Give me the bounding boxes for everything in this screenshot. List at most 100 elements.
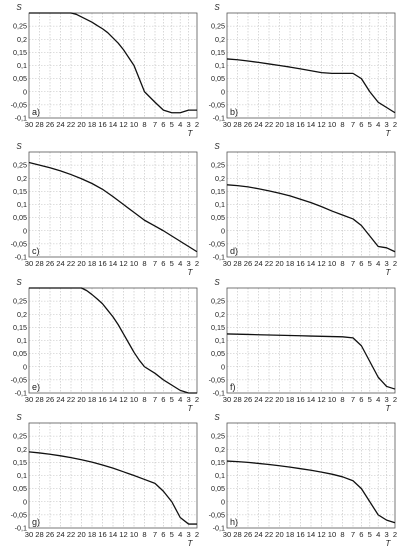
y-tick-label: -0,05 xyxy=(11,510,27,519)
x-tick-label: 18 xyxy=(286,259,294,268)
x-tick-label: 14 xyxy=(307,259,315,268)
x-tick-label: 18 xyxy=(286,395,294,404)
x-tick-label: 2 xyxy=(393,530,397,539)
x-tick-label: 14 xyxy=(109,395,117,404)
x-tick-label: 16 xyxy=(296,259,304,268)
y-tick-label: -0,05 xyxy=(209,239,225,248)
x-tick-label: 14 xyxy=(307,120,315,129)
x-tick-label: 7 xyxy=(153,120,157,129)
y-tick-label: -0,1 xyxy=(15,524,27,533)
x-tick-label: 7 xyxy=(351,530,355,539)
y-tick-label: 0,2 xyxy=(215,35,225,44)
plot-frame xyxy=(28,422,198,529)
x-tick-label: 28 xyxy=(233,259,241,268)
plot-frame xyxy=(28,151,198,258)
x-tick-label: 7 xyxy=(153,395,157,404)
y-tick-label: 0,2 xyxy=(215,310,225,319)
y-tick-label: 0,05 xyxy=(211,484,225,493)
series-line xyxy=(28,451,197,525)
x-tick-label: 3 xyxy=(384,259,388,268)
y-tick-label: 0,15 xyxy=(13,323,27,332)
x-tick-label: 7 xyxy=(351,395,355,404)
x-tick-label: 14 xyxy=(109,530,117,539)
y-tick-label: 0,1 xyxy=(17,200,27,209)
x-tick-label: 12 xyxy=(119,120,127,129)
y-tick-label: 0,15 xyxy=(13,187,27,196)
x-tick-label: 8 xyxy=(340,259,344,268)
x-tick-label: 18 xyxy=(88,120,96,129)
x-tick-label: 20 xyxy=(77,530,85,539)
x-tick-label: 18 xyxy=(88,530,96,539)
x-tick-label: 2 xyxy=(393,395,397,404)
x-tick-label: 20 xyxy=(77,395,85,404)
y-tick-label: 0,15 xyxy=(211,187,225,196)
y-tick-label: 0,15 xyxy=(13,48,27,57)
x-tick-label: 20 xyxy=(275,120,283,129)
panel-label: h) xyxy=(230,517,238,527)
x-tick-label: 22 xyxy=(67,395,75,404)
panel-label: c) xyxy=(32,246,40,256)
x-tick-label: 4 xyxy=(178,259,182,268)
y-tick-label: 0,05 xyxy=(13,74,27,83)
x-tick-label: 4 xyxy=(376,395,380,404)
y-tick-label: 0,15 xyxy=(211,48,225,57)
x-tick-label: 5 xyxy=(368,395,372,404)
series-line xyxy=(29,12,197,114)
x-tick-label: 28 xyxy=(35,530,43,539)
x-tick-label: 28 xyxy=(233,530,241,539)
y-tick-label: 0,15 xyxy=(13,458,27,467)
panel-label: d) xyxy=(230,246,238,256)
panel-label: b) xyxy=(230,107,238,117)
panel-a: 0,250,20,150,10,050-0,05-0,130 28 26 24 22 20… xyxy=(11,3,200,138)
y-tick-label: 0,15 xyxy=(211,458,225,467)
y-tick-label: 0,2 xyxy=(17,174,27,183)
x-tick-label: 3 xyxy=(384,395,388,404)
x-tick-label: 10 xyxy=(130,259,138,268)
x-tick-label: 26 xyxy=(244,120,252,129)
x-tick-label: 12 xyxy=(317,120,325,129)
x-tick-label: 10 xyxy=(328,120,336,129)
x-tick-label: 10 xyxy=(328,259,336,268)
x-tick-label: 26 xyxy=(46,395,54,404)
x-tick-label: 22 xyxy=(265,120,273,129)
x-tick-label: 5 xyxy=(170,259,174,268)
x-tick-label: 5 xyxy=(368,120,372,129)
x-tick-label: 12 xyxy=(317,259,325,268)
y-axis-label: S xyxy=(214,142,220,151)
y-tick-label: -0,1 xyxy=(213,524,225,533)
x-tick-label: 22 xyxy=(265,530,273,539)
plot-frame xyxy=(226,422,396,529)
series-line xyxy=(226,460,396,524)
plot-frame xyxy=(28,287,198,394)
y-tick-label: 0 xyxy=(23,226,27,235)
x-tick-label: 18 xyxy=(286,530,294,539)
y-tick-label: -0,05 xyxy=(11,100,27,109)
x-tick-label: 7 xyxy=(153,530,157,539)
series-line xyxy=(29,287,197,394)
y-tick-label: 0,05 xyxy=(13,349,27,358)
x-tick-label: 6 xyxy=(359,530,363,539)
x-tick-label: 20 xyxy=(77,120,85,129)
x-tick-label: 22 xyxy=(67,530,75,539)
x-tick-label: 18 xyxy=(88,395,96,404)
x-tick-label: 2 xyxy=(195,259,199,268)
x-tick-label: 24 xyxy=(56,259,64,268)
x-tick-label: 4 xyxy=(376,259,380,268)
x-tick-label: 28 xyxy=(35,259,43,268)
y-tick-label: 0,1 xyxy=(17,336,27,345)
plot-frame xyxy=(28,12,198,119)
x-tick-label: 8 xyxy=(142,395,146,404)
y-tick-label: 0,1 xyxy=(17,471,27,480)
x-tick-label: 16 xyxy=(296,395,304,404)
x-tick-label: 3 xyxy=(186,120,190,129)
y-tick-label: 0,2 xyxy=(215,174,225,183)
x-tick-label: 22 xyxy=(265,259,273,268)
x-tick-label: 24 xyxy=(254,259,262,268)
plot-frame xyxy=(226,12,396,119)
x-tick-label: 24 xyxy=(56,120,64,129)
y-tick-label: 0,1 xyxy=(215,471,225,480)
x-tick-label: 10 xyxy=(328,530,336,539)
x-tick-label: 16 xyxy=(98,120,106,129)
y-tick-label: 0,25 xyxy=(211,297,225,306)
y-tick-label: 0,1 xyxy=(215,200,225,209)
